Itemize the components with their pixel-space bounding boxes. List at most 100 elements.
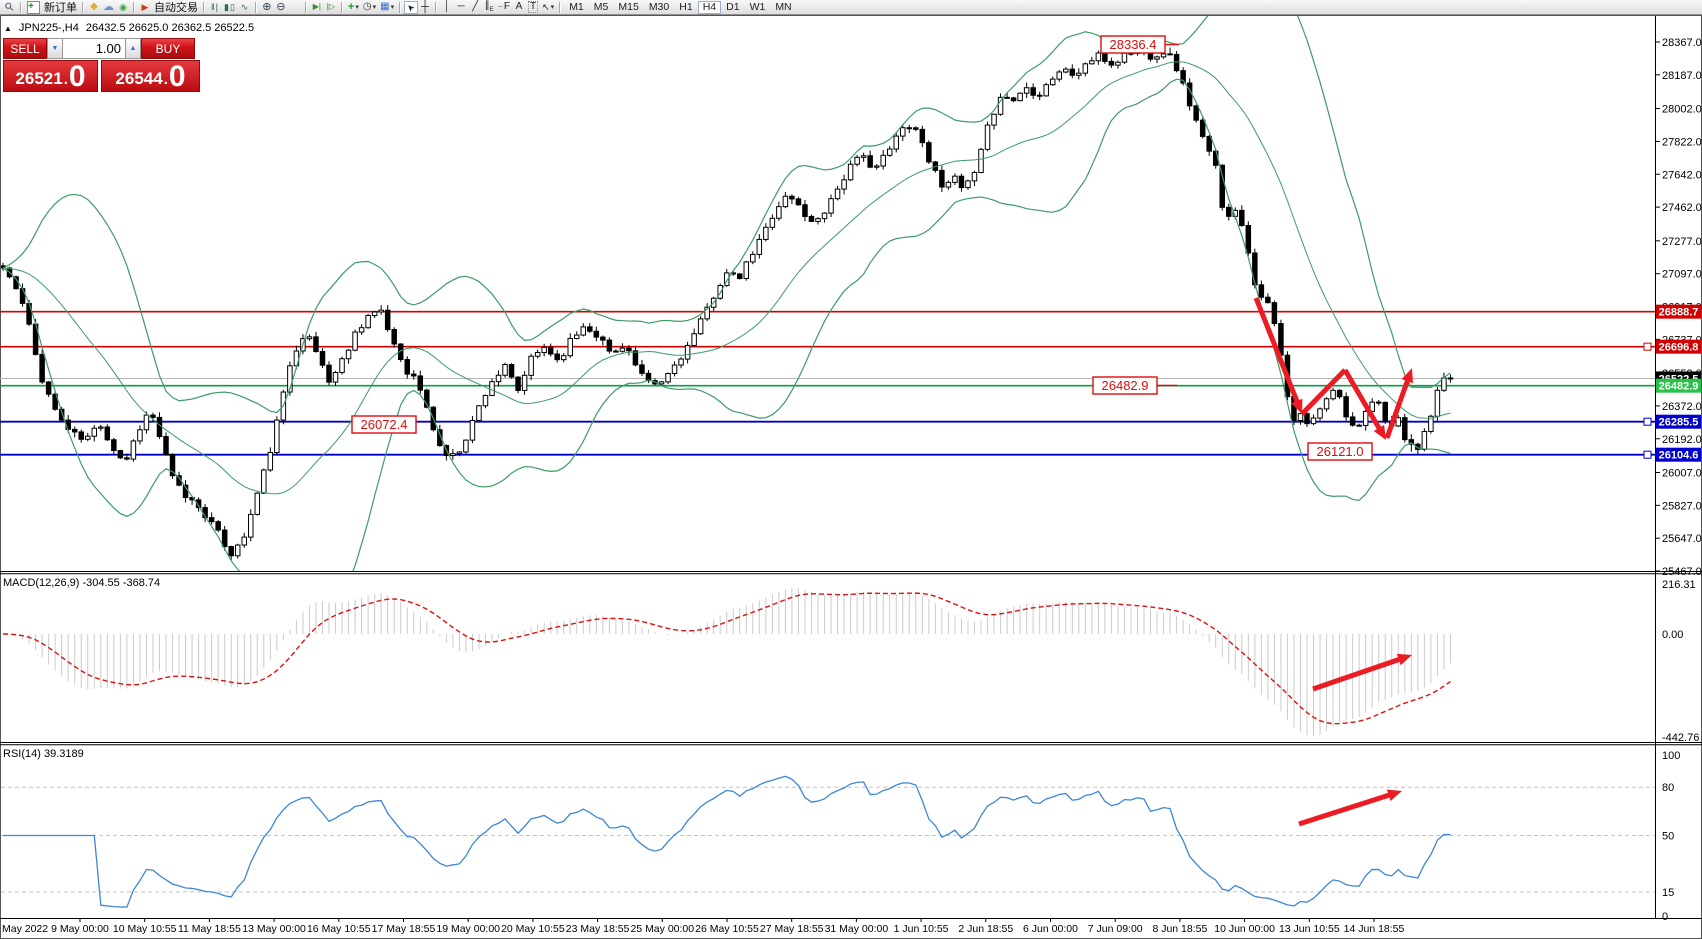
- annotation-label[interactable]: 26482.9: [1092, 376, 1177, 395]
- signal-icon: ◉: [119, 1, 127, 12]
- auto-scroll-button[interactable]: ▶|: [310, 1, 324, 14]
- tile-windows-button[interactable]: [288, 1, 302, 14]
- timeframe-m30-button[interactable]: M30: [648, 0, 670, 13]
- sell-button[interactable]: SELL: [3, 38, 47, 59]
- trend-arrow-main[interactable]: [1342, 368, 1384, 433]
- trend-arrow-main[interactable]: [1253, 297, 1301, 406]
- journal-button[interactable]: ◆: [87, 1, 101, 14]
- search-button[interactable]: ⚲: [3, 0, 17, 14]
- timeframe-d1-button[interactable]: D1: [726, 0, 740, 13]
- new-order-label[interactable]: 新订单: [44, 2, 77, 14]
- collapse-panel-icon[interactable]: ▲: [4, 23, 12, 33]
- timeframe-m5-button[interactable]: M5: [593, 0, 609, 13]
- templates-button[interactable]: ▦ ▾: [378, 1, 396, 14]
- price-line-badge-text: 26482.9: [1659, 381, 1699, 393]
- timeframe-m15-button[interactable]: M15: [618, 0, 639, 13]
- channel-button[interactable]: ∥: [482, 1, 496, 14]
- volume-increase-button[interactable]: ▲: [125, 38, 141, 59]
- chart-frame: [0, 15, 1702, 939]
- price-tick-label: 27822.0: [1662, 136, 1702, 148]
- annotation-text: 28336.4: [1110, 37, 1157, 52]
- autotrade-label[interactable]: 自动交易: [154, 2, 198, 14]
- cursor-icon: ➤: [404, 1, 417, 14]
- chart-shift-button[interactable]: |▷: [324, 1, 338, 14]
- zoom-in-button[interactable]: ⊕: [260, 1, 274, 14]
- line-anchor-marker[interactable]: [1643, 342, 1652, 351]
- trend-arrow-head: [1373, 424, 1386, 440]
- autotrade-button[interactable]: ▶: [138, 1, 152, 14]
- fibonacci-button[interactable]: F: [496, 1, 512, 14]
- line-anchor-marker[interactable]: [1643, 417, 1652, 426]
- candle-body: [743, 261, 750, 279]
- timeframe-mn-button[interactable]: MN: [775, 0, 792, 13]
- candle-body: [847, 163, 854, 181]
- annotation-label[interactable]: 28336.4: [1100, 35, 1179, 54]
- dropdown-caret-icon[interactable]: ▾: [355, 3, 359, 11]
- volume-decrease-button[interactable]: ▼: [47, 38, 63, 59]
- horizontal-line-button[interactable]: ─: [454, 1, 468, 14]
- cursor-button[interactable]: ➤: [404, 0, 419, 14]
- dropdown-caret-icon[interactable]: ▾: [550, 3, 555, 11]
- candle-body: [795, 198, 802, 206]
- candle-body: [632, 350, 639, 366]
- sell-price[interactable]: 26521. 0: [3, 60, 98, 92]
- price-axis: 28367.0 28187.0 28002.0 27822.0 27642.0 27462…: [1655, 37, 1702, 923]
- candle-body: [411, 373, 417, 377]
- buy-price[interactable]: 26544. 0: [101, 60, 200, 92]
- new-order-button[interactable]: +: [25, 0, 42, 14]
- price-line-badge: [1656, 414, 1701, 429]
- periods-button[interactable]: ◷ ▾: [361, 1, 378, 14]
- dropdown-caret-icon[interactable]: ▾: [390, 3, 395, 11]
- bar-chart-button[interactable]: ‖|: [208, 1, 222, 14]
- line-anchor-marker[interactable]: [1643, 450, 1652, 459]
- price-tick-label: 27642.0: [1662, 169, 1702, 181]
- candle-body: [965, 180, 971, 189]
- candle-body: [254, 492, 261, 515]
- line-chart-button[interactable]: ∿: [238, 1, 252, 14]
- annotation-label[interactable]: 26121.0: [1307, 442, 1373, 461]
- candle-body: [228, 546, 234, 557]
- candle-body: [378, 309, 384, 313]
- dropdown-caret-icon[interactable]: ▾: [372, 3, 377, 11]
- candle-body: [1408, 439, 1415, 445]
- candle-chart-button[interactable]: ▮▯: [222, 1, 238, 14]
- candle-body: [769, 217, 776, 228]
- annotation-box: [1307, 442, 1373, 461]
- text-button[interactable]: A: [512, 1, 526, 14]
- main-toolbar: ⚲ +新订单 ◆☁◉ ▶自动交易 ‖|▮▯∿ ⊕⊖ ▶||▷ +▾◷▾▦▾ ➤┼ │─╱∥FAT↖…: [0, 0, 1702, 15]
- indicators-button[interactable]: + ▾: [346, 1, 361, 14]
- text-label-button[interactable]: T: [526, 1, 540, 14]
- price-tick-label: 25467.0: [1662, 566, 1702, 578]
- market-cloud-button[interactable]: ☁: [101, 1, 116, 14]
- timeframe-m1-button[interactable]: M1: [569, 0, 584, 13]
- vertical-line-button[interactable]: │: [440, 1, 454, 14]
- candle-body: [1063, 68, 1069, 73]
- annotation-label[interactable]: 26072.4: [351, 415, 417, 434]
- trend-arrow-rsi[interactable]: [1298, 791, 1394, 827]
- crosshair-button[interactable]: ┼: [418, 1, 432, 14]
- signal-button[interactable]: ◉: [116, 1, 130, 14]
- rsi-layer: [1, 775, 1655, 908]
- timeframe-h4-button[interactable]: H4: [697, 0, 722, 14]
- timeframe-h1-button[interactable]: H1: [679, 0, 693, 13]
- trend-arrow-macd[interactable]: [1312, 655, 1404, 692]
- price-tick-label: 26192.0: [1662, 434, 1702, 446]
- candle-body: [306, 336, 313, 340]
- rsi-scale-label: 0: [1662, 911, 1668, 923]
- zoom-out-button[interactable]: ⊖: [274, 1, 288, 14]
- timeframe-w1-button[interactable]: W1: [749, 0, 766, 13]
- time-label: 20 May 10:55: [501, 923, 565, 935]
- trend-arrow-main[interactable]: [1300, 368, 1347, 416]
- arrows-button[interactable]: ↖ ▾: [540, 1, 556, 14]
- buy-button[interactable]: BUY: [141, 38, 195, 59]
- candle-body: [339, 358, 345, 373]
- trendline-button[interactable]: ╱: [468, 1, 482, 14]
- candle-body: [508, 364, 515, 378]
- zoom-out-icon: ⊖: [276, 0, 286, 13]
- trend-arrow-main[interactable]: [1384, 376, 1411, 439]
- candle-body: [456, 451, 463, 455]
- candle-body: [658, 381, 665, 385]
- volume-input[interactable]: [63, 38, 125, 59]
